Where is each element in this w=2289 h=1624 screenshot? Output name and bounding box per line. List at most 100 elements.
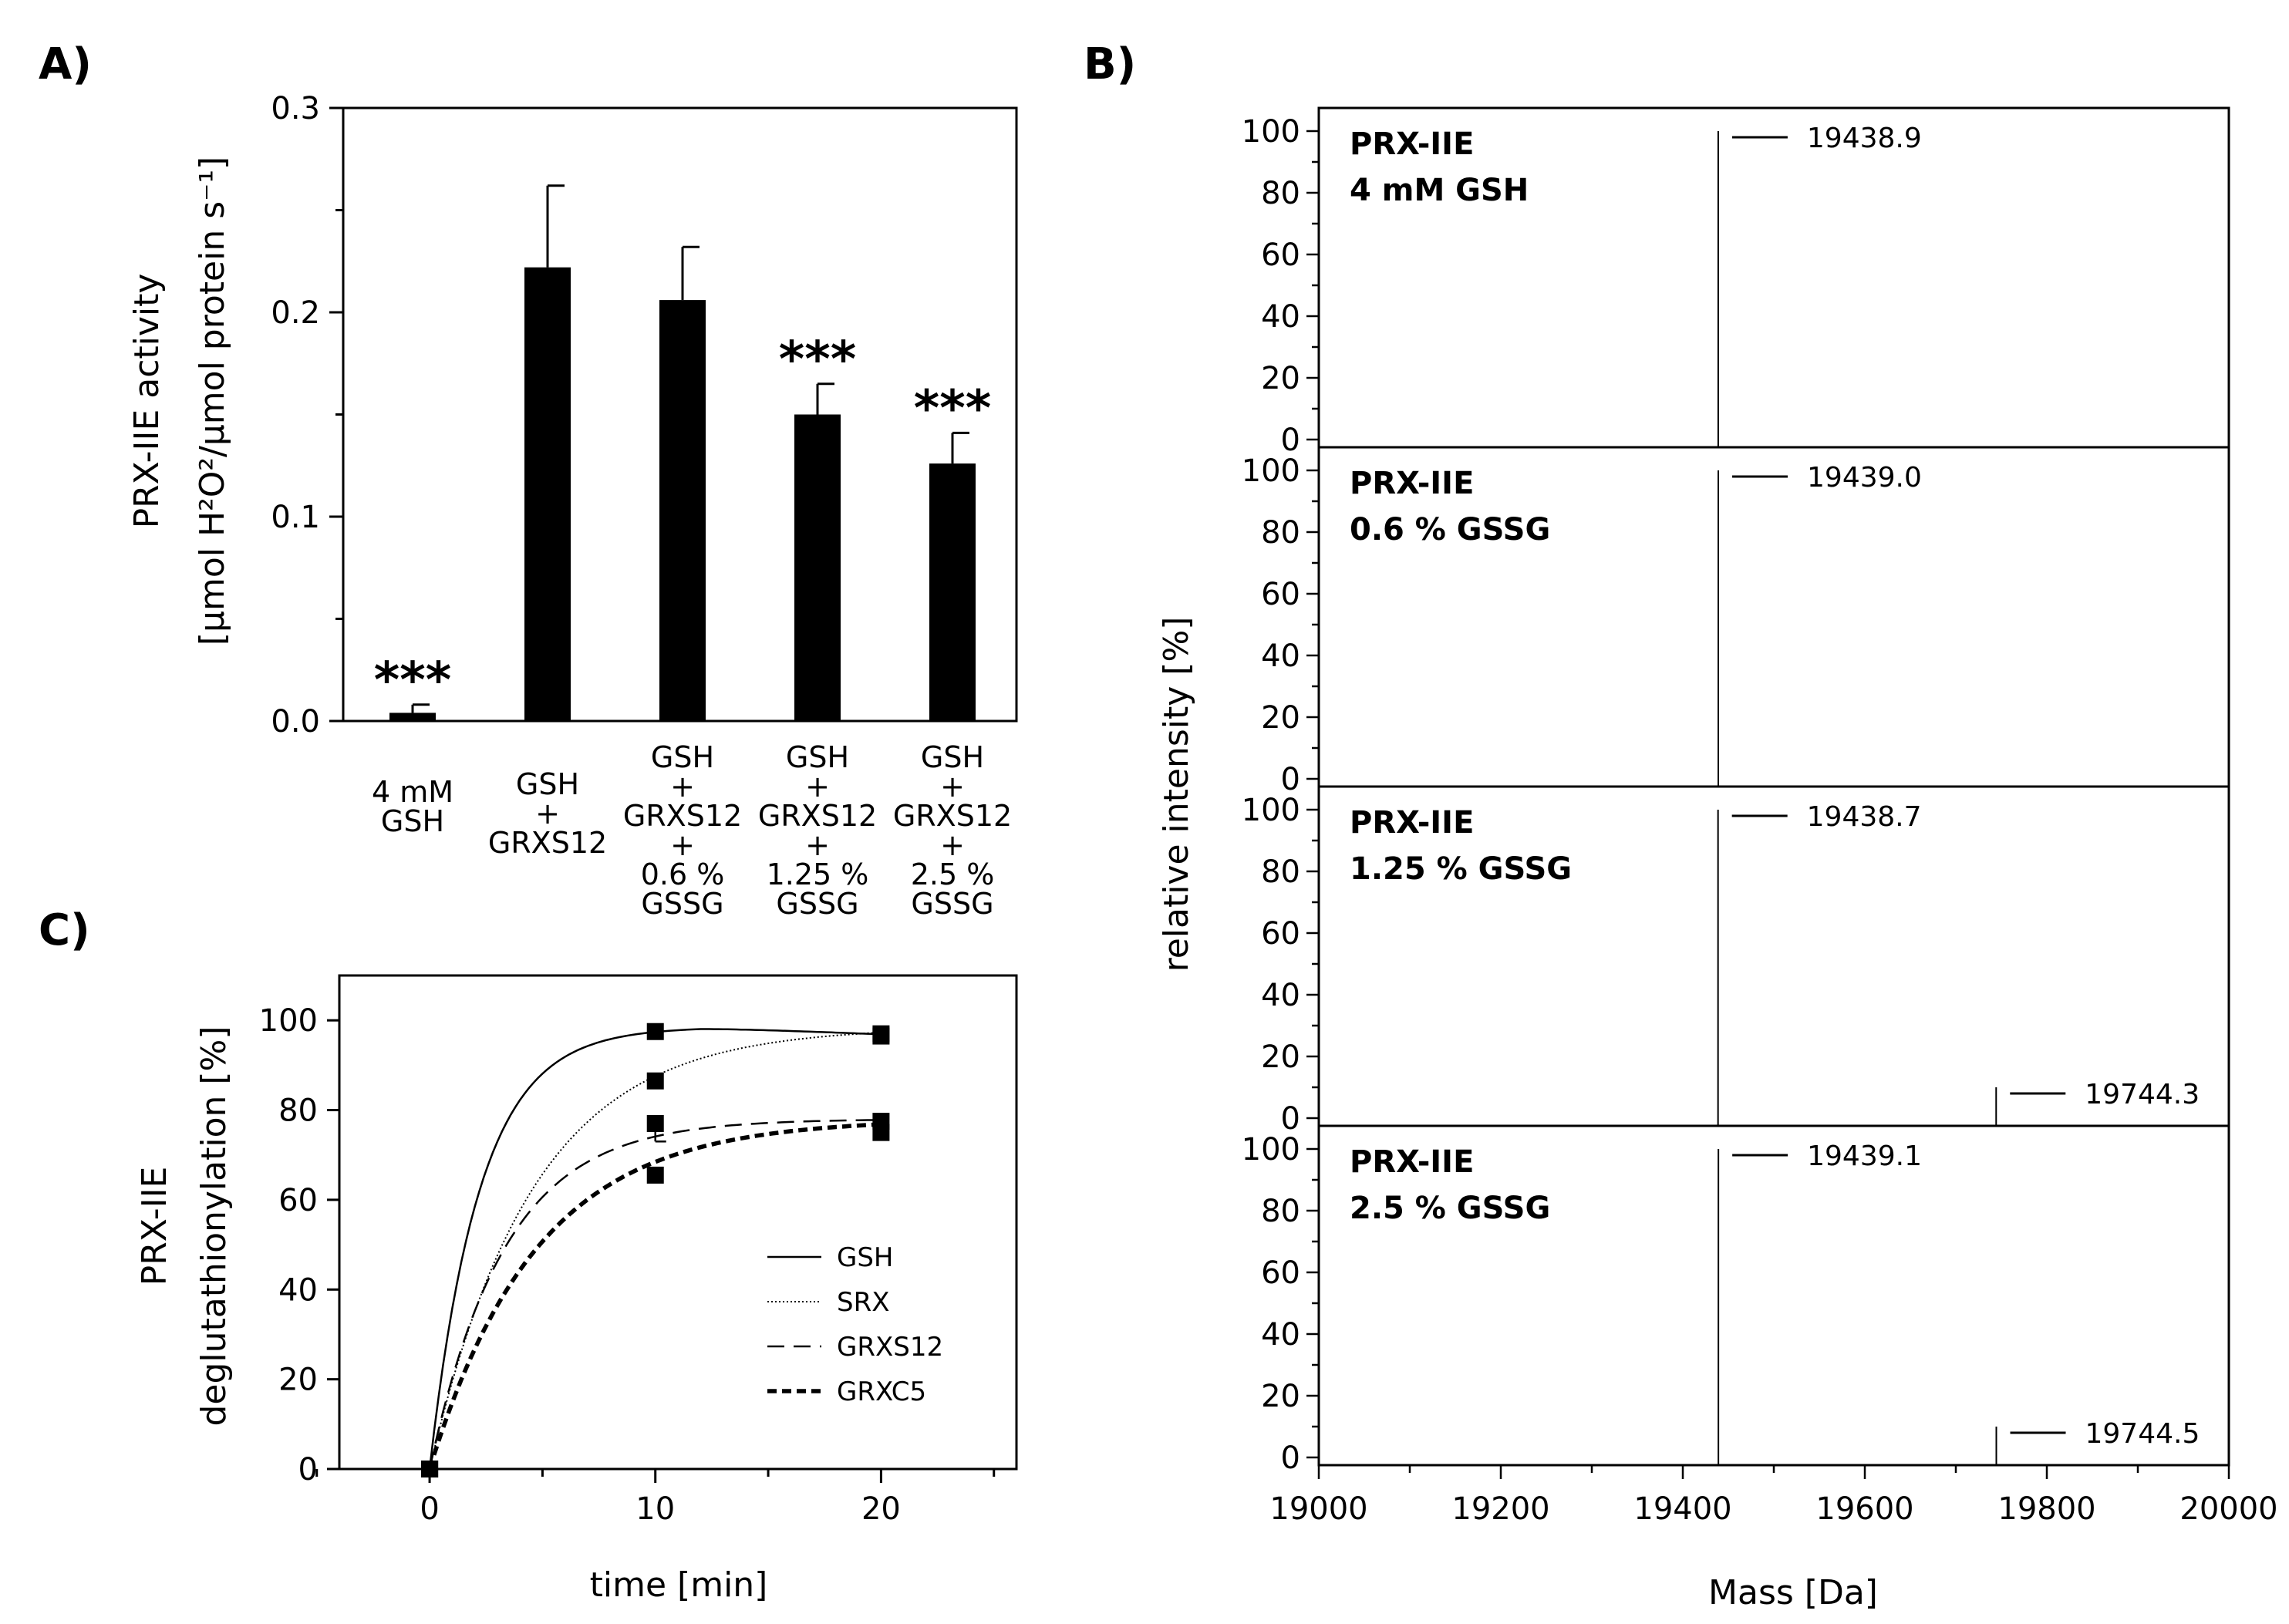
panel-b-y-tick-label: 60 — [1261, 238, 1300, 273]
panel-c-axes: 0 20 40 60 80 100 0 10 20 — [259, 1003, 996, 1527]
panel-b-y-tick-label: 0 — [1281, 1440, 1300, 1476]
panel-c-y-tick-label: 0 — [298, 1452, 318, 1488]
panel-b-y-tick-label: 20 — [1261, 361, 1300, 396]
panel-c-series-line — [428, 1028, 882, 1470]
panel-b-y-tick-label: 80 — [1261, 1194, 1300, 1229]
panel-a-category-label: GRXS12 — [623, 799, 742, 833]
panel-a-y-tick-label: 0.1 — [271, 500, 320, 535]
panel-c-y-tick-label: 80 — [278, 1093, 318, 1129]
panel-b-xlabel: Mass [Da] — [1708, 1573, 1878, 1612]
panel-a-significance-mark: *** — [914, 380, 991, 437]
panel-b-sample-label: 4 mM GSH — [1350, 173, 1529, 208]
panel-c-data-point — [646, 1166, 664, 1184]
panel-b-x-tick-label: 20000 — [2179, 1491, 2277, 1527]
panel-c-series-line — [427, 1122, 882, 1470]
panel-b-spectrum: 0 20 40 60 80 100 PRX-IIE 2.5 % GSSG 19439.1 1974… — [1242, 1124, 2230, 1476]
panel-c-series — [421, 1023, 890, 1477]
panel-a-ylabel-line2: [µmol H²O²/µmol protein s⁻¹] — [193, 157, 232, 645]
panel-c-x-tick-label: 20 — [861, 1491, 901, 1527]
panel-b-y-tick-label: 100 — [1242, 453, 1300, 489]
panel-b-x-tick-label: 19400 — [1633, 1491, 1731, 1527]
panel-a-y-tick-label: 0.0 — [271, 704, 320, 740]
panel-a-category-label: GSH — [921, 740, 984, 774]
panel-a-category-label: GRXS12 — [893, 799, 1012, 833]
panel-b-y-tick-label: 80 — [1261, 176, 1300, 211]
panel-b-y-tick-label: 80 — [1261, 515, 1300, 551]
panel-b-sample-label: PRX-IIE — [1350, 466, 1474, 501]
panel-a-category-label: + — [940, 828, 965, 862]
panel-b-sample-label: 0.6 % GSSG — [1350, 512, 1550, 548]
panel-b-y-tick-label: 0 — [1281, 423, 1300, 458]
panel-a-y-tick-label: 0.2 — [271, 295, 320, 331]
panel-a-significance-mark: *** — [374, 652, 451, 709]
panel-label-a: A) — [39, 39, 92, 89]
panel-b-ylabel: relative intensity [%] — [1157, 617, 1196, 972]
panel-a-y-axis: 0.0 0.1 0.2 0.3 — [271, 91, 343, 740]
panel-a-category-label: + — [940, 770, 965, 804]
panel-a-category-label: + — [805, 770, 830, 804]
panel-b-y-tick-label: 0 — [1281, 762, 1300, 797]
panel-b-peak-label: 19438.9 — [1807, 123, 1922, 154]
panel-b-y-tick-label: 60 — [1261, 916, 1300, 952]
panel-b-y-tick-label: 60 — [1261, 1255, 1300, 1291]
panel-c-legend: GSH SRX GRXS12 GRXC5 — [767, 1242, 943, 1407]
panel-a-significance-mark: *** — [779, 332, 856, 389]
panel-a-bar — [794, 414, 841, 721]
panel-b-y-tick-label: 80 — [1261, 854, 1300, 890]
panel-a-category-label: GSSG — [911, 887, 993, 921]
panel-c-data-point — [646, 1023, 664, 1040]
panel-a-category-label: 1.25 % — [767, 857, 869, 891]
panel-b-frames: 0 20 40 60 80 100 PRX-IIE 4 mM GSH 19438.9 0 20 40 6… — [1242, 106, 2230, 1476]
panel-b-y-tick-label: 20 — [1261, 700, 1300, 736]
panel-a-category-label: GSH — [516, 767, 579, 801]
panel-c-data-point — [872, 1124, 890, 1141]
panel-a-category-label: + — [805, 828, 830, 862]
panel-a-category-label: GRXS12 — [488, 826, 607, 860]
panel-b-peak-label: 19744.3 — [2085, 1079, 2200, 1110]
panel-c-ylabel-line1: PRX-IIE — [135, 1167, 174, 1286]
panel-c-legend-label: GRXC5 — [837, 1376, 926, 1407]
panel-c-series-line — [429, 1031, 882, 1470]
panel-b-y-tick-label: 40 — [1261, 978, 1300, 1013]
panel-a-category-label: GSH — [381, 804, 444, 838]
panel-c-legend-label: GRXS12 — [837, 1332, 943, 1363]
panel-label-b: B) — [1084, 39, 1136, 89]
panel-b-peak-label: 19744.5 — [2085, 1418, 2200, 1450]
panel-b-sample-label: 1.25 % GSSG — [1350, 851, 1572, 887]
panel-a-category-label: GSSG — [641, 887, 723, 921]
panel-a-y-tick-label: 0.3 — [271, 91, 320, 126]
panel-c-data-point — [872, 1025, 890, 1043]
panel-b-y-tick-label: 40 — [1261, 1317, 1300, 1353]
panel-c-y-tick-label: 60 — [278, 1183, 318, 1218]
panel-a-category-label: 0.6 % — [641, 857, 725, 891]
panel-b-x-tick-label: 19800 — [1997, 1491, 2095, 1527]
panel-b-y-tick-label: 40 — [1261, 638, 1300, 674]
panel-a-bar — [389, 713, 436, 721]
panel-b-y-tick-label: 0 — [1281, 1101, 1300, 1137]
panel-b-y-tick-label: 100 — [1242, 114, 1300, 150]
panel-c-data-point — [646, 1072, 664, 1090]
panel-a-ylabel-line1: PRX-IIE activity — [127, 274, 167, 529]
panel-b-x-tick-label: 19600 — [1815, 1491, 1913, 1527]
panel-b-y-tick-label: 40 — [1261, 299, 1300, 335]
panel-b-peak-label: 19438.7 — [1807, 801, 1922, 833]
panel-c-legend-label: GSH — [837, 1242, 894, 1273]
panel-c-x-tick-label: 0 — [420, 1491, 439, 1527]
panel-b-y-tick-label: 100 — [1242, 1132, 1300, 1167]
panel-b-sample-label: PRX-IIE — [1350, 126, 1474, 162]
panel-c-xlabel: time [min] — [590, 1565, 768, 1605]
panel-b-peak-label: 19439.1 — [1807, 1141, 1922, 1172]
panel-a-category-label: GSH — [786, 740, 849, 774]
panel-a-bar — [659, 300, 706, 722]
panel-c-line-chart: 0 20 40 60 80 100 0 10 20 GSH SRX GRXS12 GRXC5 time… — [135, 974, 1018, 1605]
panel-c-plot-frame — [338, 974, 1018, 1471]
panel-a-category-label: GSSG — [776, 887, 858, 921]
panel-b-y-tick-label: 20 — [1261, 1379, 1300, 1414]
panel-c-y-tick-label: 20 — [278, 1363, 318, 1398]
panel-c-x-tick-label: 10 — [635, 1491, 675, 1527]
panel-a-category-label: + — [670, 770, 695, 804]
panel-b-y-tick-label: 60 — [1261, 577, 1300, 612]
panel-b-sample-label: PRX-IIE — [1350, 1144, 1474, 1180]
panel-a-bar — [929, 463, 976, 721]
